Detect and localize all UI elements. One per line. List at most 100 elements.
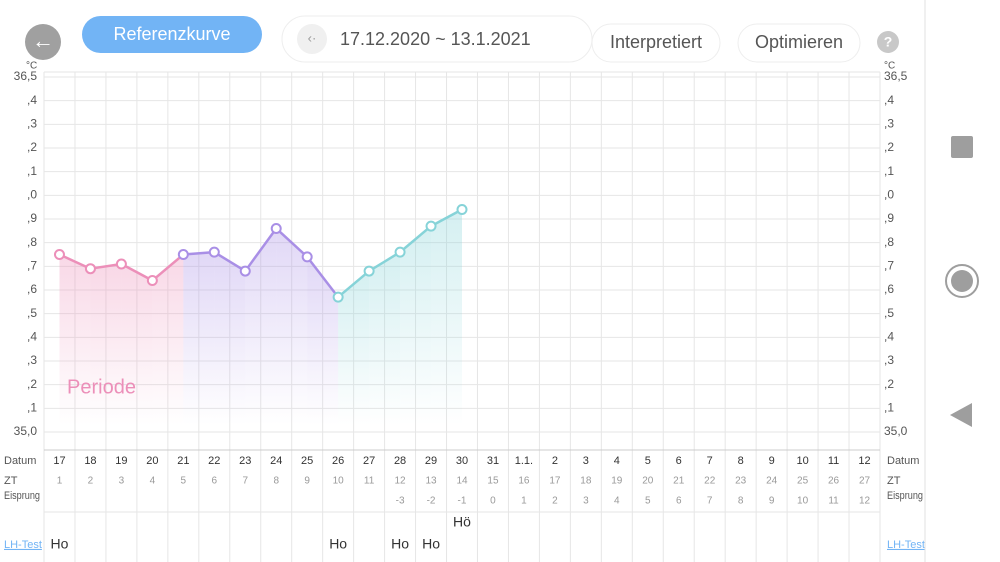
y2-unit: °C (884, 61, 895, 72)
date-label: 22 (208, 455, 220, 467)
date-range: 17.12.2020 ~ 13.1.2021 (340, 29, 531, 49)
row-label-right: LH-Test (887, 539, 925, 551)
y2-tick-label: 35,0 (884, 424, 908, 438)
cycle-day: 3 (119, 476, 125, 487)
y-tick-label: ,7 (27, 259, 37, 273)
y2-tick-label: ,3 (884, 353, 894, 367)
cycle-day: 26 (828, 476, 840, 487)
reference-button[interactable] (82, 16, 262, 53)
area (400, 226, 432, 425)
cycle-day: 4 (150, 476, 156, 487)
date-label: 26 (332, 455, 344, 467)
optimize-button[interactable] (737, 23, 861, 63)
date-label: 30 (456, 455, 468, 467)
cycle-day: 20 (642, 476, 654, 487)
y-tick-label: ,3 (27, 353, 37, 367)
row-label: Eisprung (4, 490, 40, 502)
cycle-day: 6 (212, 476, 218, 487)
date-label: 10 (796, 455, 808, 467)
y2-tick-label: 36,5 (884, 69, 908, 83)
area (59, 254, 91, 425)
interpreted-button[interactable] (591, 23, 721, 63)
date-label: 3 (583, 455, 589, 467)
date-label: 5 (645, 455, 651, 467)
help-button[interactable] (877, 31, 899, 53)
area (245, 228, 277, 425)
ovulation-day: 7 (707, 496, 713, 507)
y-tick-label: ,4 (27, 93, 37, 107)
point (115, 258, 127, 270)
nav-back[interactable] (950, 403, 972, 427)
nav-recent[interactable] (951, 136, 973, 158)
y2-tick-label: ,7 (884, 259, 894, 273)
area (276, 228, 308, 425)
optimize-label: Optimieren (755, 32, 843, 52)
area (183, 252, 215, 425)
point (146, 275, 158, 287)
y-tick-label: ,3 (27, 117, 37, 131)
point (332, 291, 344, 303)
cycle-day: 1 (57, 476, 63, 487)
date-label: 19 (115, 455, 127, 467)
point (363, 265, 375, 277)
lh-test: Ho (51, 536, 69, 552)
cycle-day: 11 (364, 476, 375, 487)
date-label: 17 (53, 455, 65, 467)
ovulation-day: 4 (614, 496, 620, 507)
interpreted-label: Interpretiert (610, 32, 702, 52)
y-tick-label: ,6 (27, 282, 37, 296)
line-segment (58, 253, 91, 270)
date-icon (297, 24, 327, 54)
date-label: 11 (828, 455, 839, 467)
y-unit: °C (26, 61, 37, 72)
lh-test: Ho (329, 536, 347, 552)
date-label: 6 (676, 455, 682, 467)
y-tick-label: 36,5 (14, 69, 38, 83)
y2-tick-label: ,6 (884, 282, 894, 296)
ovulation-day: 12 (859, 496, 871, 507)
line-segment (244, 227, 278, 272)
date-label: 7 (707, 455, 713, 467)
back-icon: ← (32, 28, 54, 53)
cycle-day: 8 (273, 476, 279, 487)
line-segment (430, 208, 463, 228)
cycle-day: 16 (518, 476, 530, 487)
cycle-day: 14 (456, 476, 468, 487)
lh-test: Ho (422, 536, 440, 552)
ovulation-day: 11 (828, 496, 839, 507)
plot: 36,5 36,5,4,4,3,3,2,2,1,1,0,0,9,9,8,8,7,7… (4, 61, 925, 562)
ovulation-day: 6 (676, 496, 682, 507)
date-label: 29 (425, 455, 437, 467)
date-label: 25 (301, 455, 313, 467)
point (425, 220, 437, 232)
cycle-day: 18 (580, 476, 592, 487)
line-segment (368, 251, 401, 273)
ovulation-day: 5 (645, 496, 651, 507)
ovulation-day: 2 (552, 496, 558, 507)
back-button[interactable] (25, 24, 61, 60)
y-tick-label: ,8 (27, 235, 37, 249)
point (208, 246, 220, 258)
row-label-right: Datum (887, 455, 919, 467)
cycle-day: 19 (611, 476, 623, 487)
ovulation-day: -2 (427, 496, 436, 507)
date-label: 12 (858, 455, 870, 467)
area (431, 209, 462, 425)
date-label: 28 (394, 455, 406, 467)
point (301, 251, 313, 263)
ovulation-day: -3 (396, 496, 405, 507)
row-label: Datum (4, 455, 36, 467)
date-label: 8 (738, 455, 744, 467)
row-label: LH-Test (4, 539, 42, 551)
line-segment (151, 253, 185, 282)
nav-home-ring[interactable] (945, 264, 979, 298)
y-tick-label: ,1 (27, 401, 37, 415)
cycle-day: 2 (88, 476, 94, 487)
cycle-day: 10 (333, 476, 345, 487)
cycle-day: 24 (766, 476, 778, 487)
date-icon-glyph: ‹· (308, 30, 317, 45)
ovulation-day: 9 (769, 496, 775, 507)
date-label: 9 (769, 455, 775, 467)
